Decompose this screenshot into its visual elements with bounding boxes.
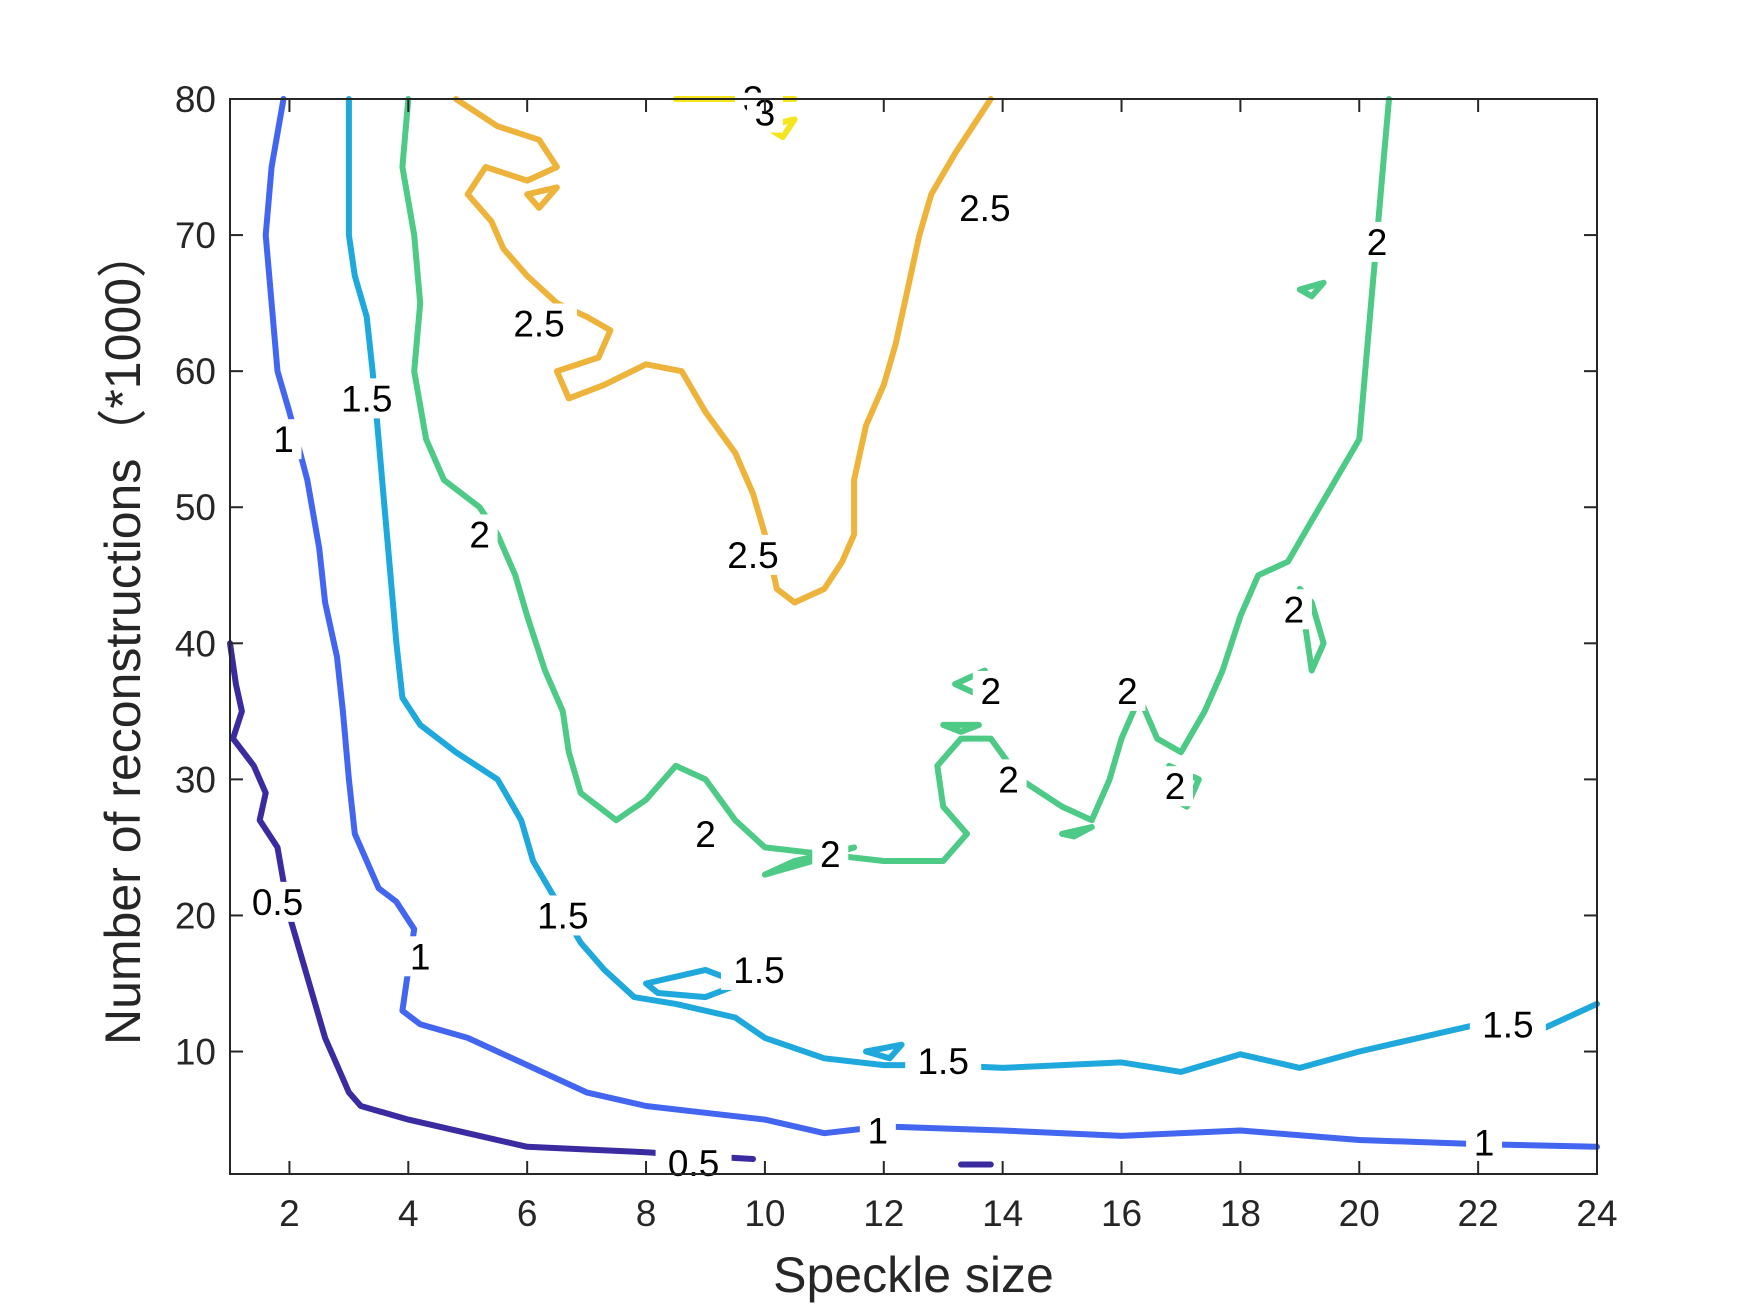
x-tick-label-18: 18 [1220,1193,1261,1234]
contour-label-11: 2 [469,514,490,555]
x-tick-label-16: 16 [1101,1193,1142,1234]
x-tick-label-10: 10 [744,1193,785,1234]
contour-label-1: 0.5 [668,1143,719,1184]
contour-label-16: 2 [1117,671,1138,712]
contour-label-17: 2 [1165,766,1186,807]
x-tick-label-4: 4 [398,1193,419,1234]
axes-box [229,98,1598,1175]
contour-label-bg-21 [715,534,792,575]
contour-labels: 0.5 0.5 1 1 1 1 1.5 1.5 1.5 1.5 1.5 2 2 2 2 2 2 2 2 2 2.5 2.5… [239,79,1546,1184]
contour-label-8: 1.5 [733,950,784,991]
contour-label-bg-2 [265,419,302,460]
contour-label-bg-9 [905,1041,982,1082]
contour-line-1_5-3 [345,96,1600,1075]
contour-label-12: 2 [695,814,716,855]
contour-label-6: 1.5 [341,378,392,419]
x-axis-title: Speckle size [773,1247,1054,1303]
contour-label-10: 1.5 [1482,1004,1533,1045]
contour-label-15: 2 [998,759,1019,800]
contour-label-18: 2 [1284,589,1305,630]
contour-label-7: 1.5 [537,895,588,936]
contour-label-bg-0 [239,881,316,922]
contour-label-bg-7 [524,895,601,936]
contour-line-2_5-15 [524,184,560,211]
contour-label-20: 2.5 [513,304,564,345]
y-tick-label-10: 10 [175,1032,216,1073]
contour-label-13: 2 [820,834,841,875]
contour-label-bg-16 [1109,670,1146,711]
y-tick-label-30: 30 [175,759,216,800]
y-axis-title: Number of reconstructions（*1000） [95,228,151,1045]
contour-line-2-6 [399,96,1392,864]
contour-label-4: 1 [868,1110,889,1151]
contour-label-bg-6 [328,378,405,419]
x-tick-label-12: 12 [863,1193,904,1234]
contour-label-22: 2.5 [959,188,1010,229]
contour-label-bg-12 [687,813,724,854]
contour-label-bg-5 [1466,1122,1503,1163]
contour-label-9: 1.5 [917,1041,968,1082]
contour-label-21: 2.5 [727,535,778,576]
contour-label-bg-4 [859,1110,896,1151]
y-tick-label-60: 60 [175,351,216,392]
x-tick-label-24: 24 [1576,1193,1617,1234]
contour-line-2_5-14 [452,96,994,606]
contour-label-bg-10 [1469,1004,1546,1045]
contour-label-bg-11 [461,514,498,555]
y-tick-label-70: 70 [175,215,216,256]
contour-label-bg-17 [1157,766,1194,807]
contour-line-2-10 [1059,824,1095,840]
contour-label-bg-22 [946,187,1023,228]
contour-label-24: 3 [755,93,776,134]
x-tick-label-14: 14 [982,1193,1023,1234]
contour-line-2-9 [940,721,982,735]
contour-label-3: 1 [410,936,431,977]
contour-label-bg-14 [972,670,1009,711]
contour-label-bg-3 [402,936,439,977]
x-tick-label-2: 2 [279,1193,300,1234]
y-tick-label-50: 50 [175,487,216,528]
contour-label-5: 1 [1474,1123,1495,1164]
contour-line-2-13 [1296,279,1327,300]
contour-label-2: 1 [273,419,294,460]
y-tick-label-80: 80 [175,79,216,120]
contour-line-0_5-0 [227,640,756,1162]
x-tick-label-22: 22 [1458,1193,1499,1234]
contour-label-bg-19 [1359,221,1396,262]
contour-label-14: 2 [980,671,1001,712]
contour-label-0: 0.5 [252,882,303,923]
contour-label-bg-20 [501,303,578,344]
contour-line-1_5-4 [643,966,745,1001]
y-tick-label-40: 40 [175,623,216,664]
contour-label-bg-18 [1275,589,1312,630]
contour-label-bg-15 [990,759,1027,800]
x-tick-label-6: 6 [517,1193,538,1234]
contour-label-bg-1 [655,1143,732,1184]
contour-label-bg-13 [812,834,849,875]
x-tick-label-20: 20 [1339,1193,1380,1234]
y-tick-label-20: 20 [175,895,216,936]
x-tick-label-8: 8 [636,1193,657,1234]
contour-line-1_5-5 [863,1041,905,1062]
contour-line-2-7 [761,844,858,878]
contour-label-19: 2 [1367,222,1388,263]
contour-label-bg-8 [720,949,797,990]
contour-line-1-2 [262,96,1600,1150]
